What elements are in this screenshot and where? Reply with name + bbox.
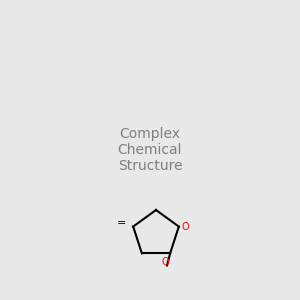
Text: O: O — [162, 257, 170, 267]
Text: =: = — [116, 219, 126, 229]
Text: Complex
Chemical
Structure: Complex Chemical Structure — [118, 127, 182, 173]
Text: O: O — [181, 222, 189, 232]
